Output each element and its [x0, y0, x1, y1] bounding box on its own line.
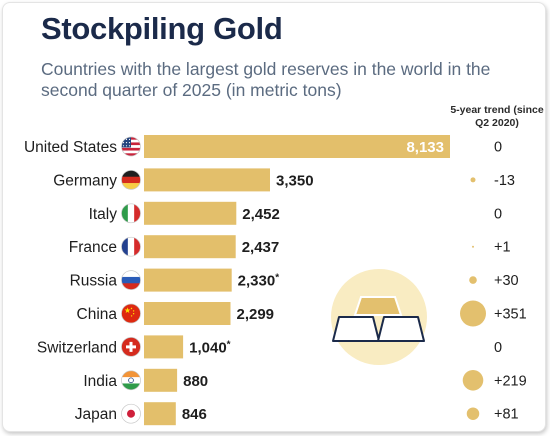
- us-flag-icon: [121, 136, 141, 157]
- bar-value-label: 2,299: [236, 306, 274, 323]
- germany-flag-icon: [121, 170, 141, 190]
- bar-value-label: 8,133: [406, 139, 444, 156]
- bar: [144, 302, 231, 325]
- category-label: Italy: [89, 206, 118, 223]
- category-label: Russia: [70, 273, 118, 290]
- france-flag-icon: [121, 236, 141, 257]
- bar-value-label: 880: [183, 373, 208, 390]
- category-label: Germany: [53, 172, 117, 189]
- bar: [144, 268, 232, 292]
- chart-row: India 880 +219: [83, 368, 527, 392]
- chart-subtitle: Countries with the largest gold reserves…: [41, 59, 491, 100]
- bar: [144, 335, 184, 359]
- switzerland-flag-icon: [121, 337, 141, 357]
- bar: [144, 368, 178, 392]
- category-label: China: [77, 306, 118, 323]
- category-label: India: [83, 373, 117, 390]
- gold-bars-icon: [331, 269, 427, 365]
- japan-flag-icon: [121, 403, 141, 424]
- trend-dot: [462, 370, 484, 391]
- trend-value-label: 0: [494, 140, 502, 156]
- chart-row: Switzerland 1,040* 0: [37, 335, 502, 359]
- india-flag-icon: [121, 370, 141, 391]
- trend-value-label: -13: [494, 173, 515, 189]
- bar-value-label: 2,452: [242, 206, 280, 223]
- trend-value-label: +219: [494, 373, 527, 389]
- trend-dot: [469, 276, 477, 284]
- trend-dot: [460, 300, 486, 327]
- chart-card: Stockpiling Gold Countries with the larg…: [2, 2, 546, 432]
- italy-flag-icon: [121, 203, 141, 224]
- trend-column-header: 5-year trend (since Q2 2020): [450, 104, 544, 129]
- bar: [144, 168, 270, 192]
- trend-value-label: +30: [494, 273, 519, 289]
- trend-dot: [472, 245, 474, 248]
- category-label: Japan: [75, 406, 117, 423]
- bar-value-label: 2,330*: [238, 273, 280, 290]
- bar: [144, 201, 237, 225]
- china-flag-icon: [121, 303, 141, 324]
- chart-row: Japan 846 +81: [75, 402, 519, 426]
- bar-value-label: 3,350: [276, 172, 314, 189]
- trend-value-label: 0: [494, 340, 502, 356]
- category-label: France: [69, 239, 117, 256]
- trend-value-label: +81: [494, 407, 519, 423]
- trend-dot: [470, 177, 476, 183]
- bar-value-label: 2,437: [242, 239, 280, 256]
- chart-row: Italy 2,452 0: [89, 201, 502, 225]
- bar: [144, 135, 450, 158]
- chart-row: Russia 2,330* +30: [70, 268, 519, 292]
- trend-value-label: +1: [494, 240, 511, 256]
- trend-dot: [466, 407, 480, 420]
- bar-chart: United States 8,133 0 Germany 3,350 -13 Italy 2…: [24, 135, 527, 426]
- trend-value-label: 0: [494, 206, 502, 222]
- bar-value-label: 846: [182, 406, 207, 423]
- bar: [144, 402, 176, 426]
- bar: [144, 235, 236, 259]
- chart-row: France 2,437 +1: [69, 235, 511, 259]
- category-label: United States: [24, 139, 117, 156]
- chart-row: United States 8,133 0: [24, 135, 502, 158]
- bar-value-label: 1,040*: [189, 339, 231, 356]
- category-label: Switzerland: [37, 339, 117, 356]
- chart-row: Germany 3,350 -13: [53, 168, 515, 192]
- russia-flag-icon: [121, 270, 141, 290]
- chart-row: China 2,299 +351: [77, 300, 527, 327]
- chart-title: Stockpiling Gold: [41, 11, 283, 46]
- trend-value-label: +351: [494, 307, 527, 323]
